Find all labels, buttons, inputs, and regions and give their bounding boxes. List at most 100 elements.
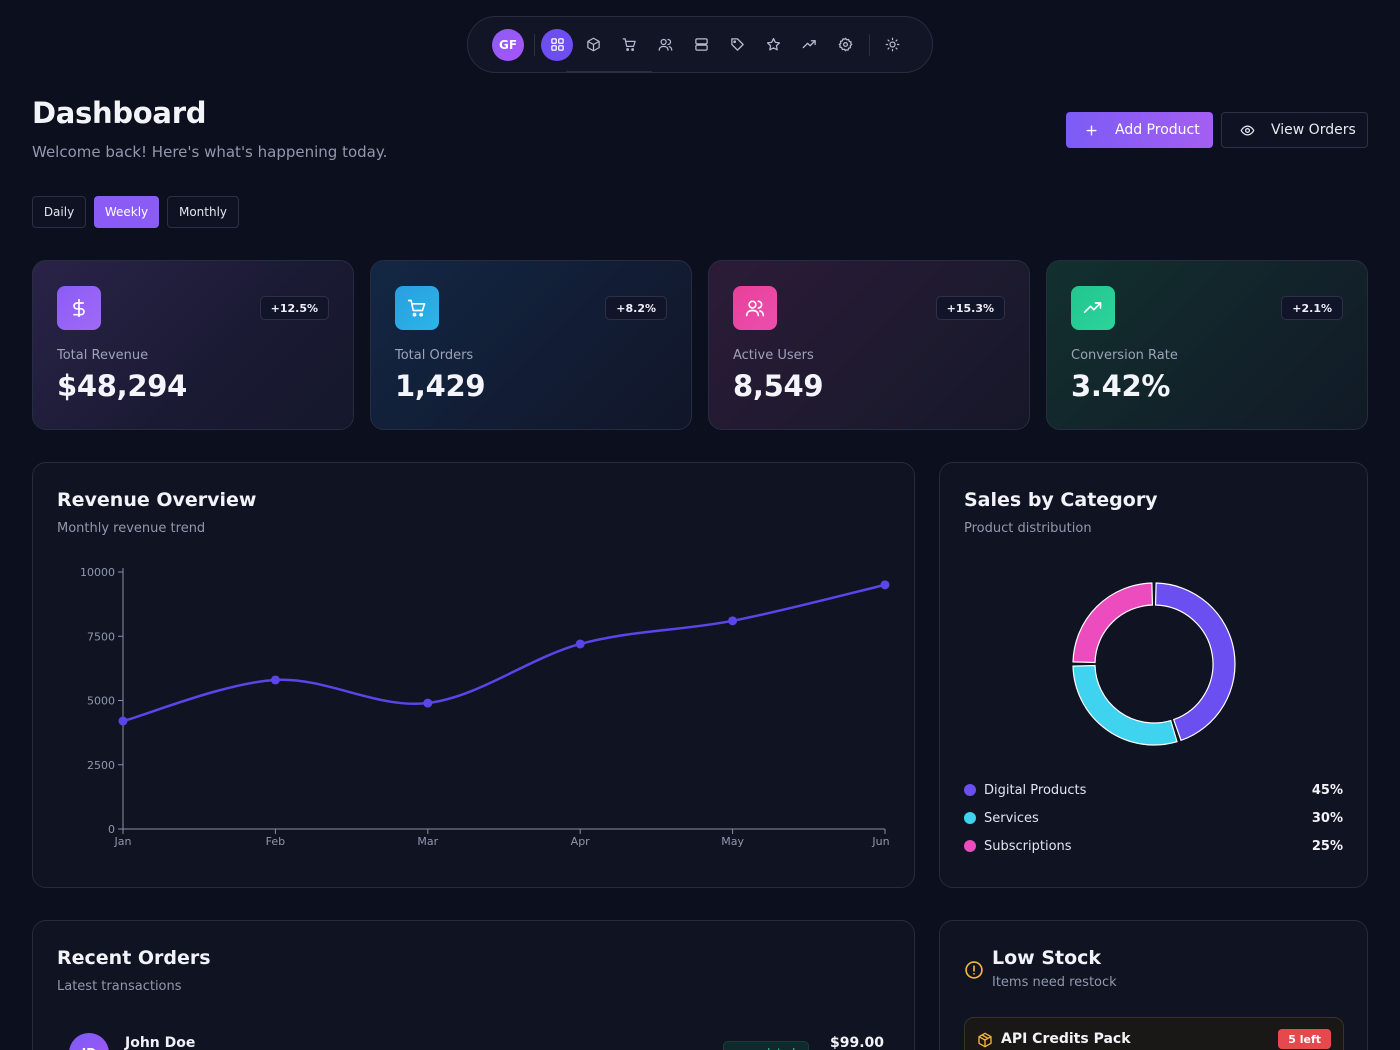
top-navigation: GF bbox=[467, 16, 933, 73]
cart-icon bbox=[407, 299, 426, 317]
star-icon bbox=[766, 37, 780, 51]
nav-inventory-button[interactable] bbox=[685, 29, 717, 61]
legend-label: Services bbox=[984, 810, 1039, 826]
nav-orders-button[interactable] bbox=[613, 29, 645, 61]
add-product-button[interactable]: Add Product bbox=[1066, 112, 1213, 148]
stat-label: Total Orders bbox=[395, 348, 474, 363]
nav-analytics-button[interactable] bbox=[793, 29, 825, 61]
tag-icon bbox=[730, 38, 744, 51]
panel-subtitle: Product distribution bbox=[964, 521, 1092, 536]
view-orders-label: View Orders bbox=[1271, 122, 1356, 138]
x-tick-label: Feb bbox=[266, 835, 285, 848]
donut-slice bbox=[1072, 582, 1154, 664]
y-tick-label: 5000 bbox=[87, 695, 115, 708]
nav-divider bbox=[534, 33, 535, 56]
users-icon bbox=[658, 38, 672, 51]
legend-item: Subscriptions 25% bbox=[964, 836, 1343, 856]
nav-favorites-button[interactable] bbox=[757, 29, 789, 61]
stat-value: 1,429 bbox=[395, 369, 486, 403]
data-point bbox=[728, 616, 738, 626]
period-monthly-button[interactable]: Monthly bbox=[167, 196, 239, 228]
legend-dot bbox=[964, 784, 976, 796]
nav-indicator bbox=[566, 71, 652, 73]
theme-toggle-button[interactable] bbox=[876, 29, 908, 61]
data-point bbox=[423, 698, 433, 708]
donut-slice bbox=[1072, 664, 1178, 746]
stat-card-users: +15.3% Active Users 8,549 bbox=[708, 260, 1030, 430]
order-amount: $99.00 bbox=[830, 1035, 885, 1050]
data-point bbox=[880, 580, 890, 590]
nav-customers-button[interactable] bbox=[649, 29, 681, 61]
low-stock-item[interactable]: API Credits Pack 5 left bbox=[964, 1017, 1344, 1050]
page-title: Dashboard bbox=[32, 96, 207, 130]
avatar: JD bbox=[69, 1033, 109, 1050]
x-tick-label: May bbox=[721, 835, 744, 848]
nav-settings-button[interactable] bbox=[829, 29, 861, 61]
y-tick-label: 0 bbox=[108, 823, 115, 836]
sun-icon bbox=[885, 37, 899, 52]
view-orders-button[interactable]: View Orders bbox=[1221, 112, 1368, 148]
recent-orders-panel: Recent Orders Latest transactions JD Joh… bbox=[32, 920, 915, 1050]
nav-divider bbox=[869, 33, 870, 56]
server-icon bbox=[694, 38, 708, 51]
plus-icon bbox=[1086, 124, 1097, 136]
panel-title: Low Stock bbox=[992, 947, 1102, 969]
cart-icon bbox=[622, 38, 636, 51]
revenue-line-chart: 0 2500 5000 7500 10000 Jan Feb Mar Apr May Jun bbox=[80, 566, 890, 848]
series-line bbox=[122, 583, 886, 723]
data-point bbox=[575, 639, 585, 649]
stat-value: $48,294 bbox=[57, 369, 187, 403]
legend-percent: 45% bbox=[1311, 782, 1343, 798]
trending-up-icon bbox=[802, 40, 816, 49]
users-icon bbox=[745, 300, 765, 317]
stat-change-badge: +2.1% bbox=[1281, 296, 1343, 320]
revenue-overview-panel: Revenue Overview Monthly revenue trend 0… bbox=[32, 462, 915, 888]
page-subtitle: Welcome back! Here's what's happening to… bbox=[32, 143, 388, 161]
stock-item-name: API Credits Pack bbox=[1001, 1031, 1131, 1047]
stat-label: Active Users bbox=[733, 348, 814, 363]
data-point bbox=[270, 675, 280, 685]
sales-by-category-panel: Sales by Category Product distribution D… bbox=[939, 462, 1368, 888]
stat-icon-box bbox=[57, 286, 101, 330]
stat-icon-box bbox=[395, 286, 439, 330]
grid-icon bbox=[550, 38, 564, 51]
panel-subtitle: Latest transactions bbox=[57, 979, 182, 994]
y-tick-label: 7500 bbox=[87, 630, 115, 643]
user-avatar[interactable]: GF bbox=[492, 28, 524, 61]
stat-label: Conversion Rate bbox=[1071, 348, 1178, 363]
legend-item: Digital Products 45% bbox=[964, 780, 1343, 800]
panel-subtitle: Items need restock bbox=[992, 975, 1117, 990]
nav-tags-button[interactable] bbox=[721, 29, 753, 61]
period-daily-button[interactable]: Daily bbox=[32, 196, 86, 228]
period-weekly-button[interactable]: Weekly bbox=[94, 196, 159, 228]
legend-dot bbox=[964, 840, 976, 852]
y-tick-label: 10000 bbox=[80, 566, 115, 579]
donut-slice bbox=[1154, 582, 1236, 742]
box-icon bbox=[586, 37, 600, 52]
category-donut-chart bbox=[1072, 582, 1236, 746]
x-tick-label: Mar bbox=[417, 835, 438, 848]
legend-percent: 25% bbox=[1311, 838, 1343, 854]
panel-subtitle: Monthly revenue trend bbox=[57, 521, 206, 536]
legend-label: Subscriptions bbox=[984, 838, 1072, 854]
nav-products-button[interactable] bbox=[577, 29, 609, 61]
status-badge: completed bbox=[723, 1041, 809, 1050]
stat-card-conversion: +2.1% Conversion Rate 3.42% bbox=[1046, 260, 1368, 430]
stat-label: Total Revenue bbox=[57, 348, 149, 363]
x-tick-label: Apr bbox=[571, 835, 591, 848]
stat-value: 8,549 bbox=[733, 369, 824, 403]
low-stock-panel: Low Stock Items need restock API Credits… bbox=[939, 920, 1368, 1050]
panel-title: Sales by Category bbox=[964, 489, 1158, 511]
legend-dot bbox=[964, 812, 976, 824]
order-customer-name[interactable]: John Doe bbox=[125, 1035, 196, 1050]
nav-dashboard-button[interactable] bbox=[541, 28, 573, 61]
legend-label: Digital Products bbox=[984, 782, 1087, 798]
stat-change-badge: +15.3% bbox=[935, 296, 1005, 320]
stat-card-revenue: +12.5% Total Revenue $48,294 bbox=[32, 260, 354, 430]
stat-change-badge: +12.5% bbox=[259, 296, 329, 320]
alert-circle-icon bbox=[965, 961, 983, 979]
trending-up-icon bbox=[1083, 302, 1102, 313]
stat-icon-box bbox=[733, 286, 777, 330]
add-product-label: Add Product bbox=[1115, 122, 1200, 138]
